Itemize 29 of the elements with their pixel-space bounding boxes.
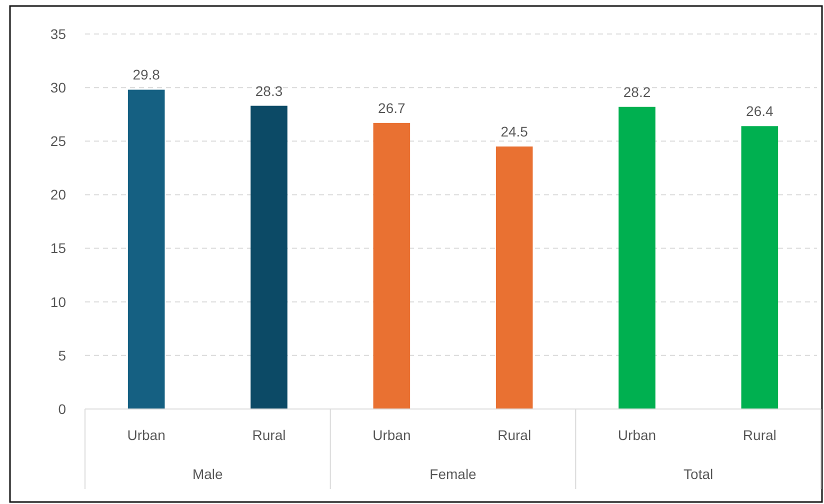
- bar: [128, 90, 165, 409]
- x-tick-label: Urban: [372, 426, 411, 443]
- data-label: 24.5: [500, 124, 528, 140]
- bar: [250, 106, 288, 409]
- x-tick-label: Urban: [618, 426, 656, 443]
- text: Total: [684, 466, 714, 482]
- data-label: 28.3: [255, 82, 283, 99]
- data-label: 28.2: [623, 84, 651, 100]
- data-label: 26.4: [746, 103, 774, 120]
- x-tick-label: Rural: [498, 426, 532, 443]
- y-tick-label: 0: [58, 400, 66, 417]
- data-label: 26.7: [378, 100, 406, 116]
- text: Female: [430, 466, 477, 482]
- y-tick-label: 20: [50, 186, 66, 203]
- bar: [741, 126, 778, 409]
- x-tick-label: Rural: [742, 426, 776, 443]
- y-tick-label: 15: [50, 240, 66, 256]
- y-tick-label: 5: [58, 347, 66, 364]
- y-tick-label: 10: [50, 294, 66, 310]
- x-tick-label: Rural: [252, 426, 286, 443]
- text: Male: [192, 466, 224, 482]
- x-tick-label: Urban: [127, 426, 166, 443]
- y-tick-label: 25: [50, 133, 66, 150]
- y-tick-label: 35: [50, 26, 66, 42]
- bar: [618, 106, 656, 409]
- data-label: 29.8: [132, 66, 160, 83]
- bar: [496, 146, 533, 409]
- bar: [373, 122, 410, 409]
- y-tick-label: 30: [50, 79, 66, 96]
